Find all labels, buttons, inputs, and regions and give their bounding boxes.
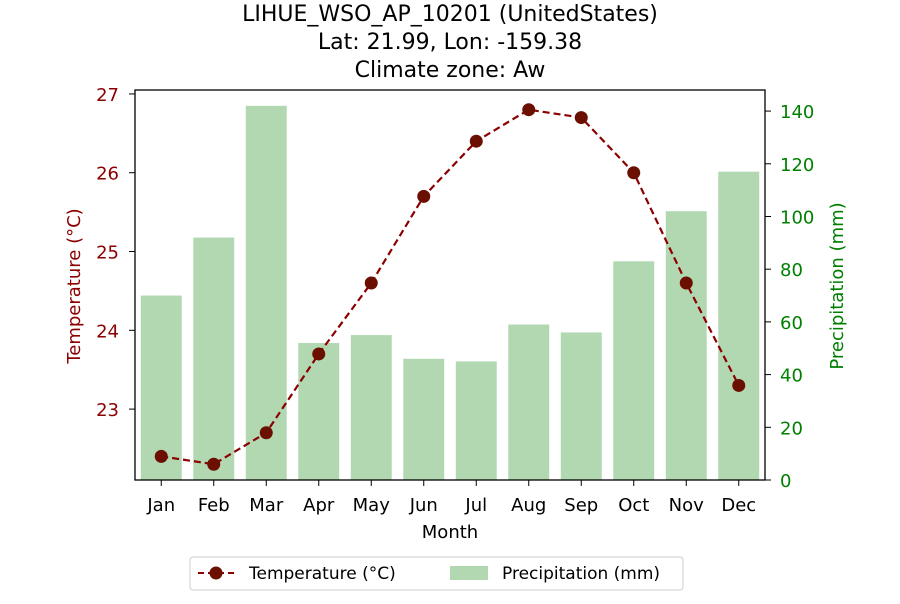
temperature-point-oct [627,166,641,180]
right-y-tick-label: 100 [780,207,814,228]
x-tick-label: Aug [511,495,546,516]
x-tick-label: Sep [564,495,598,516]
temperature-point-sep [574,111,588,125]
x-tick-label: Apr [303,495,335,516]
legend-precipitation-swatch [450,566,488,580]
precipitation-bar-dec [718,171,760,480]
x-axis: Jan Feb Mar Apr May Jun Jul Aug Sep Oct Nov Dec [146,480,756,516]
title-line-2: Lat: 21.99, Lon: -159.38 [318,30,582,55]
left-y-tick-label: 23 [96,400,119,421]
temperature-line-path [161,108,740,466]
plot-area-frame [134,89,766,481]
precipitation-bars [140,105,760,480]
precipitation-bar-may [350,335,392,480]
right-y-tick-label: 40 [780,366,803,387]
precipitation-bar-jan [140,295,182,480]
precipitation-bar-oct [613,261,655,480]
legend-box [189,556,684,591]
precipitation-bar-jul [455,361,497,480]
legend: Temperature (°C) Precipitation (mm) [189,556,684,591]
left-y-axis-label: Temperature (°C) [64,208,85,364]
temperature-point-jan [154,449,168,463]
precipitation-bar-nov [665,211,707,480]
x-tick-label: May [353,495,391,516]
legend-temperature-label: Temperature (°C) [248,564,396,584]
right-y-tick-label: 80 [780,260,803,281]
x-tick-label: Jul [464,495,487,516]
temperature-point-dec [732,378,746,392]
left-y-tick-label: 25 [96,243,119,264]
left-y-tick-label: 27 [96,85,119,106]
x-tick-label: Nov [669,495,704,516]
x-tick-label: Oct [618,495,649,516]
title-line-1: LIHUE_WSO_AP_10201 (UnitedStates) [242,2,658,27]
precipitation-bar-apr [298,342,340,480]
right-y-axis-label: Precipitation (mm) [827,202,848,369]
x-tick-label: Mar [249,495,284,516]
temperature-point-aug [522,103,536,117]
precipitation-bar-sep [560,332,602,480]
precipitation-bar-mar [245,105,287,480]
right-y-tick-label: 60 [780,313,803,334]
precipitation-bar-aug [508,324,550,480]
right-y-tick-label: 20 [780,418,803,439]
right-y-tick-label: 120 [780,155,814,176]
temperature-point-jun [417,189,431,203]
right-y-tick-label: 140 [780,102,814,123]
x-tick-label: Jun [409,495,438,516]
title-line-3: Climate zone: Aw [355,58,546,83]
x-axis-label: Month [422,522,478,543]
chart-title: LIHUE_WSO_AP_10201 (UnitedStates) Lat: 2… [242,2,658,83]
legend-precipitation-label: Precipitation (mm) [502,564,660,584]
precipitation-bar-feb [193,237,235,480]
x-tick-label: Feb [198,495,230,516]
temperature-point-may [364,276,378,290]
left-y-axis: 23 24 25 26 27 [96,85,135,421]
legend-temperature-swatch-marker [209,566,223,580]
temperature-point-feb [207,457,221,471]
x-tick-label: Jan [146,495,175,516]
temperature-point-mar [259,426,273,440]
right-y-tick-label: 0 [780,471,791,492]
right-y-axis: 0 20 40 60 80 100 120 140 [765,102,814,492]
x-tick-label: Dec [721,495,756,516]
temperature-point-nov [679,276,693,290]
temperature-line [154,103,746,471]
temperature-point-apr [312,347,326,361]
precipitation-bar-jun [403,358,445,480]
left-y-tick-label: 26 [96,164,119,185]
left-y-tick-label: 24 [96,321,119,342]
temperature-point-jul [469,134,483,148]
